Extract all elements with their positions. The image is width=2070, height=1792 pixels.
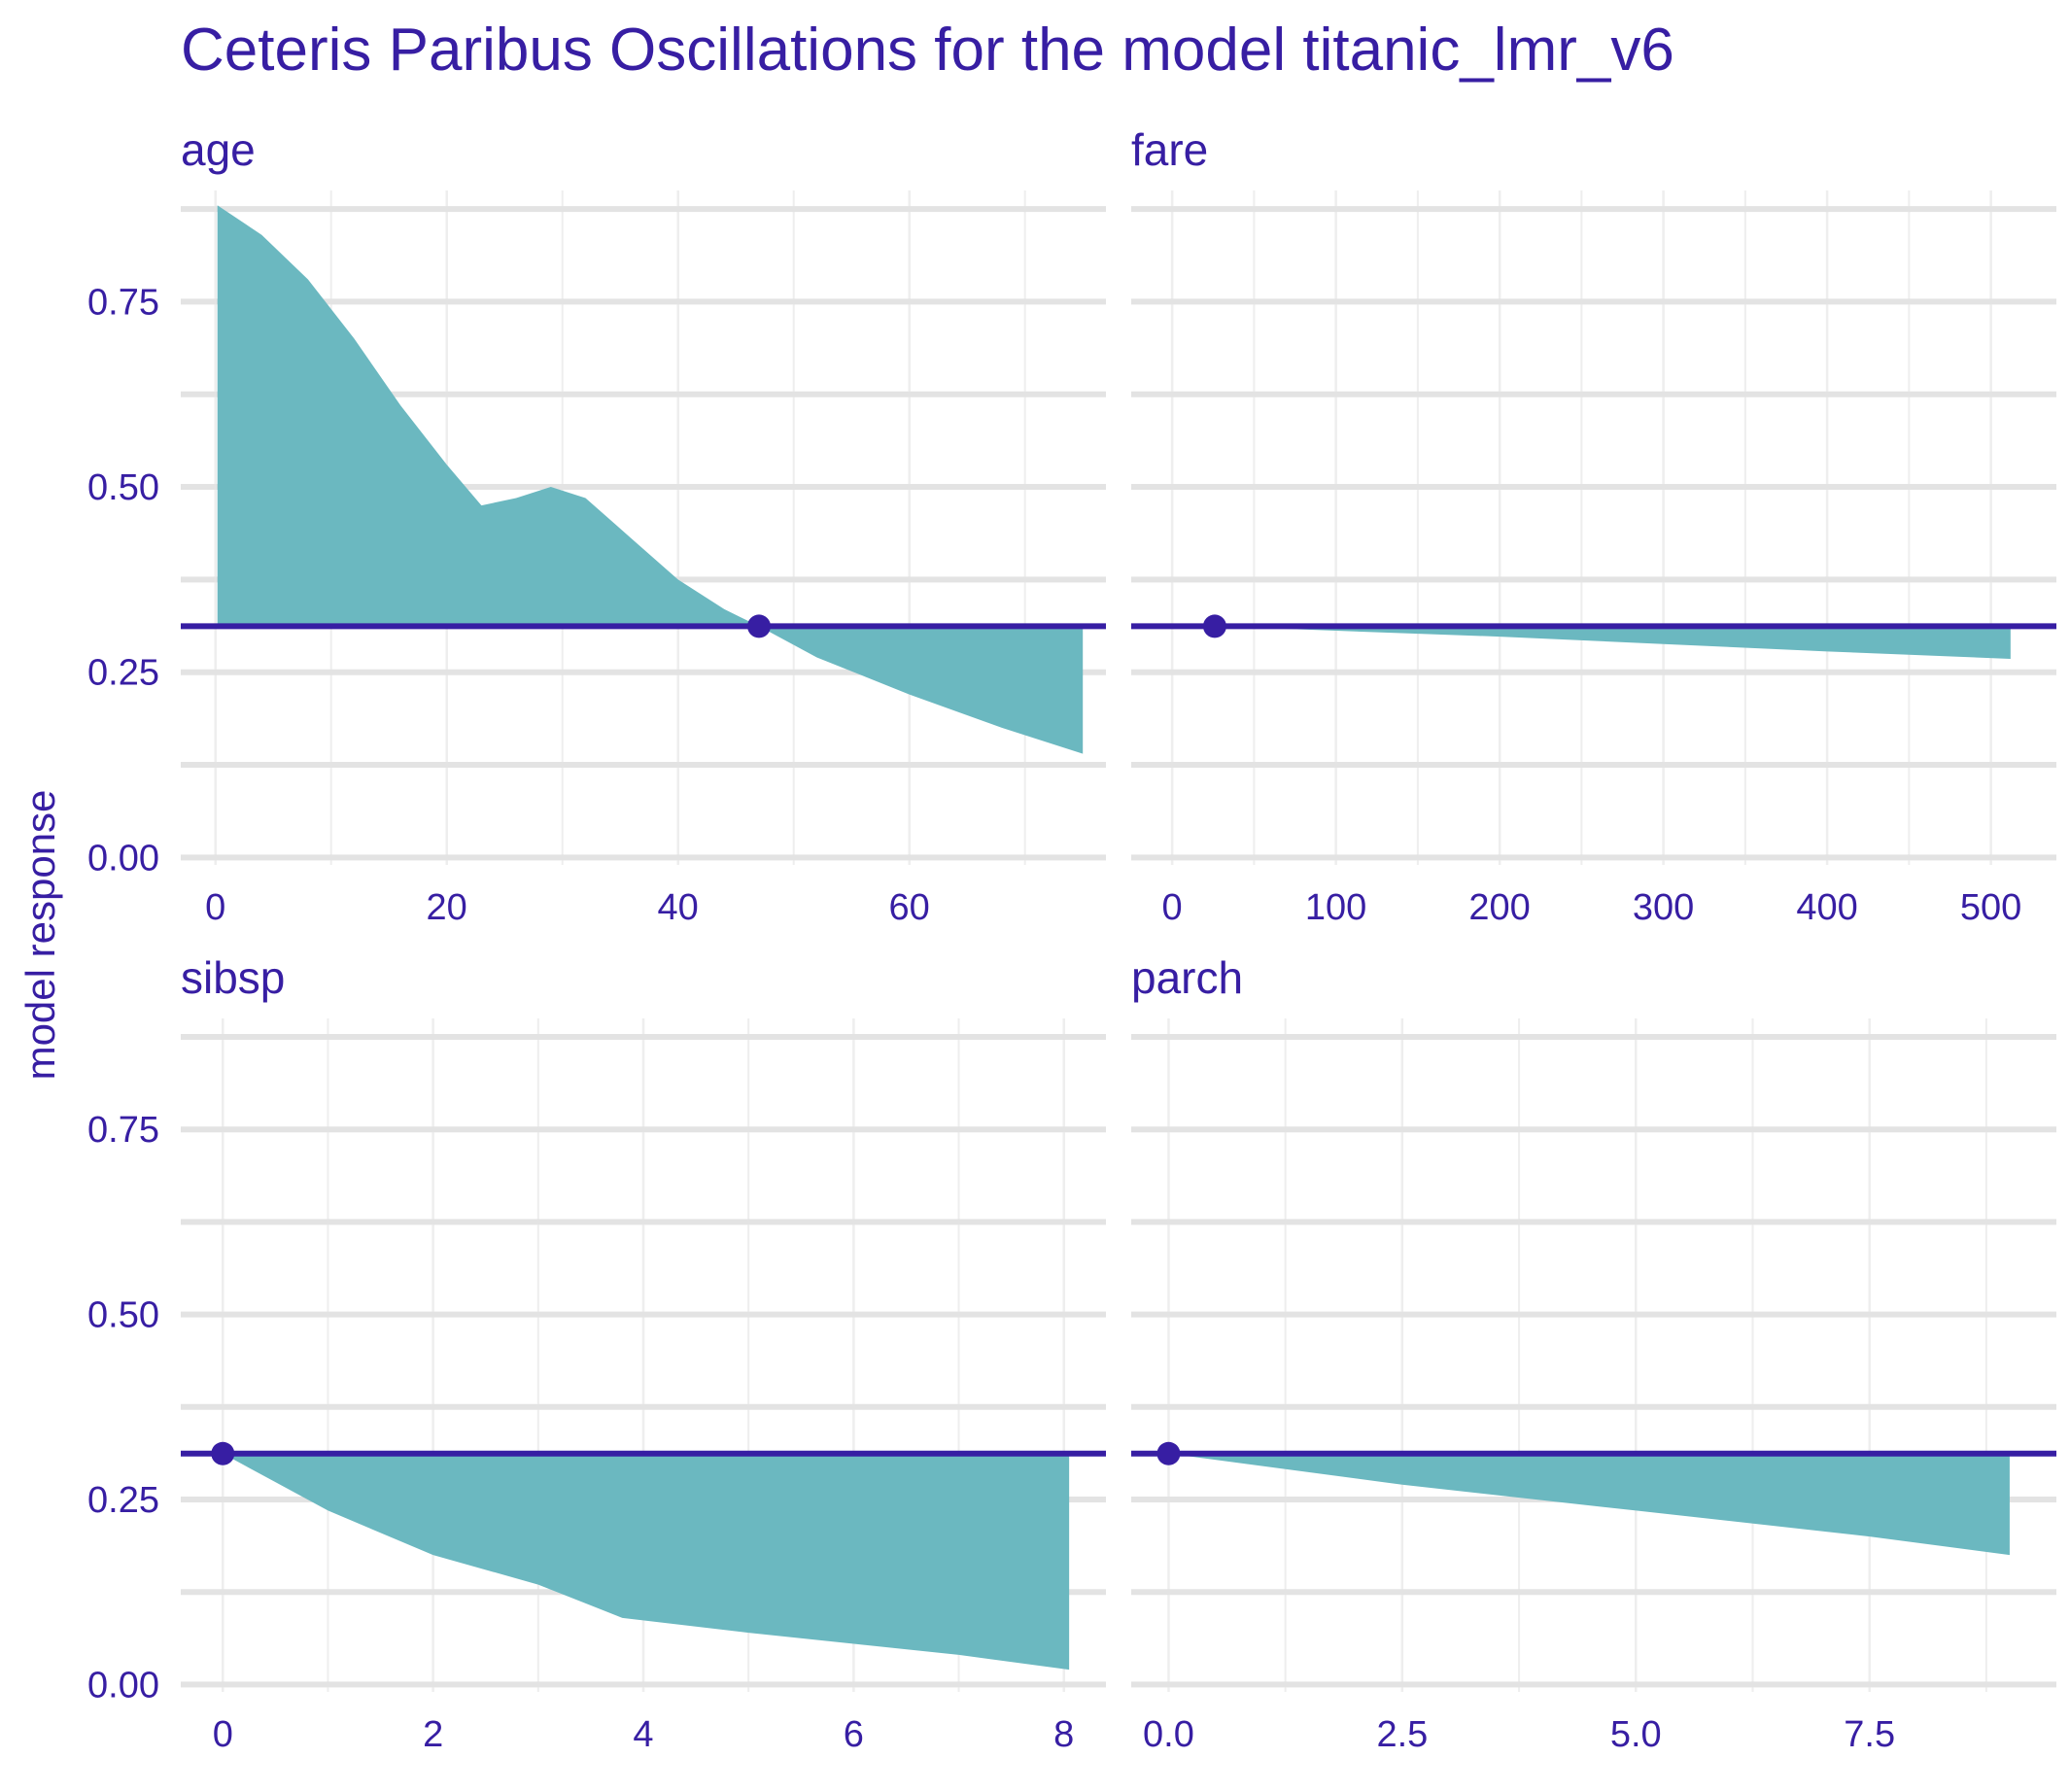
chart-title: Ceteris Paribus Oscillations for the mod… bbox=[181, 17, 1674, 84]
oscillation-area-sibsp bbox=[223, 1453, 1070, 1671]
y-tick-label: 0.50 bbox=[87, 1295, 159, 1336]
panel-label-fare: fare bbox=[1131, 124, 1208, 175]
x-tick-label: 0 bbox=[205, 887, 225, 928]
x-tick-label: 6 bbox=[844, 1714, 864, 1755]
x-tick-label: 20 bbox=[427, 887, 467, 928]
x-tick-label: 0 bbox=[1162, 887, 1183, 928]
x-tick-label: 4 bbox=[633, 1714, 653, 1755]
x-tick-label: 0.0 bbox=[1143, 1714, 1194, 1755]
x-tick-label: 5.0 bbox=[1610, 1714, 1662, 1755]
x-tick-label: 400 bbox=[1796, 887, 1857, 928]
y-tick-label: 0.75 bbox=[87, 1110, 159, 1151]
x-tick-label: 300 bbox=[1633, 887, 1694, 928]
panel-label-sibsp: sibsp bbox=[181, 952, 285, 1003]
x-tick-label: 8 bbox=[1053, 1714, 1074, 1755]
x-tick-label: 60 bbox=[889, 887, 930, 928]
x-tick-label: 7.5 bbox=[1844, 1714, 1895, 1755]
x-tick-label: 500 bbox=[1960, 887, 2021, 928]
panel-parch: parch 0.0 2.5 5.0 7.5 bbox=[1131, 952, 2056, 1755]
panel-sibsp: sibsp 0 2 4 6 8 0.00 0.25 0.50 0.75 bbox=[87, 952, 1106, 1755]
x-tick-label: 100 bbox=[1305, 887, 1366, 928]
x-tick-label: 0 bbox=[213, 1714, 233, 1755]
y-tick-label: 0.75 bbox=[87, 282, 159, 323]
y-tick-label: 0.00 bbox=[87, 1665, 159, 1706]
x-tick-label: 40 bbox=[658, 887, 699, 928]
y-tick-label: 0.25 bbox=[87, 1480, 159, 1521]
y-tick-label: 0.50 bbox=[87, 467, 159, 508]
x-tick-label: 2.5 bbox=[1376, 1714, 1428, 1755]
oscillation-area-parch bbox=[1168, 1453, 2010, 1556]
observation-point-sibsp bbox=[211, 1441, 235, 1465]
oscillation-area-age bbox=[217, 205, 1084, 754]
panel-label-parch: parch bbox=[1131, 952, 1243, 1003]
observation-point-fare bbox=[1202, 614, 1226, 638]
panel-fare: fare 0 100 200 300 400 500 bbox=[1131, 124, 2056, 928]
observation-point-parch bbox=[1156, 1441, 1181, 1465]
x-tick-label: 2 bbox=[423, 1714, 443, 1755]
y-tick-label: 0.00 bbox=[87, 838, 159, 879]
y-tick-label: 0.25 bbox=[87, 653, 159, 694]
observation-point-age bbox=[747, 614, 771, 638]
oscillation-area-fare bbox=[1214, 626, 2011, 659]
panel-label-age: age bbox=[181, 124, 256, 175]
y-axis-label: model response bbox=[17, 790, 63, 1081]
x-tick-label: 200 bbox=[1468, 887, 1530, 928]
panel-age: age 0 20 40 60 0.00 0.25 0.50 0.75 bbox=[87, 124, 1106, 928]
